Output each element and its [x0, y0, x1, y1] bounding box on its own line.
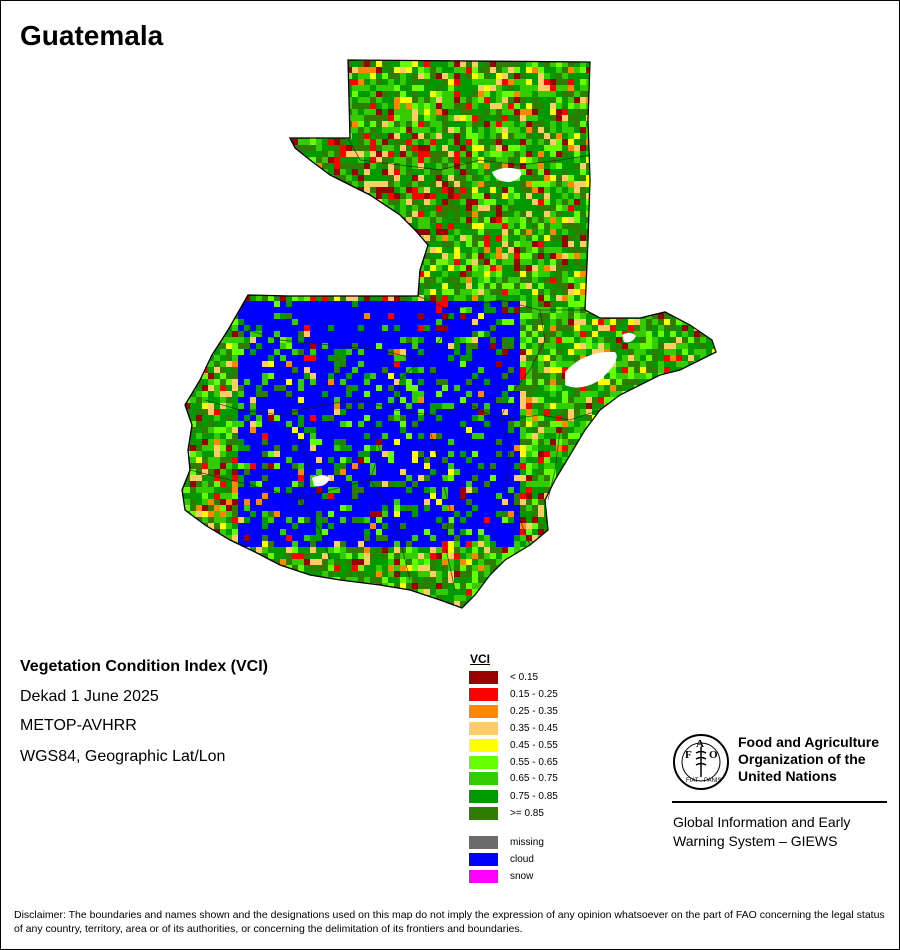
giews-label: Global Information and Early Warning Sys…	[673, 813, 850, 851]
fao-logo-letter-f: F	[685, 749, 692, 761]
legend-swatch	[469, 870, 498, 883]
legend-label: 0.65 - 0.75	[510, 773, 558, 784]
legend-swatch	[469, 688, 498, 701]
legend-label: cloud	[510, 854, 534, 865]
legend-item: 0.15 - 0.25	[469, 688, 558, 701]
map-title: Guatemala	[20, 20, 164, 51]
legend-label: 0.25 - 0.35	[510, 706, 558, 717]
giews-line: Warning System – GIEWS	[673, 833, 838, 849]
legend-swatch	[469, 722, 498, 735]
legend-swatch	[469, 671, 498, 684]
legend-item: 0.75 - 0.85	[469, 790, 558, 803]
projection-label: WGS84, Geographic Lat/Lon	[20, 748, 226, 765]
fao-logo-icon: F A O FIAT PANIS	[673, 734, 729, 790]
legend-label: 0.45 - 0.55	[510, 740, 558, 751]
legend-item: 0.55 - 0.65	[469, 756, 558, 769]
legend-swatch	[469, 772, 498, 785]
legend-item: 0.45 - 0.55	[469, 739, 558, 752]
legend-label: 0.35 - 0.45	[510, 723, 558, 734]
fao-name-line: United Nations	[738, 768, 837, 784]
legend-item: 0.65 - 0.75	[469, 772, 558, 785]
sensor-label: METOP-AVHRR	[20, 717, 137, 734]
legend-label: 0.75 - 0.85	[510, 791, 558, 802]
fao-logo-letter-a: A	[696, 738, 704, 750]
legend-item: 0.25 - 0.35	[469, 705, 558, 718]
legend-label: 0.15 - 0.25	[510, 689, 558, 700]
giews-line: Global Information and Early	[673, 814, 851, 830]
fao-name-line: Food and Agriculture	[738, 734, 880, 750]
legend-item: < 0.15	[469, 671, 538, 684]
period-label: Dekad 1 June 2025	[20, 688, 159, 705]
legend-swatch	[469, 790, 498, 803]
legend-swatch	[469, 807, 498, 820]
legend-swatch	[469, 853, 498, 866]
fao-logo-letter-o: O	[709, 749, 718, 761]
legend-item: snow	[469, 870, 533, 883]
legend-title: VCI	[470, 652, 491, 666]
legend-swatch	[469, 739, 498, 752]
disclaimer: Disclaimer: The boundaries and names sho…	[14, 909, 885, 935]
legend-label: missing	[510, 837, 544, 848]
legend-item: missing	[469, 836, 544, 849]
product-title: Vegetation Condition Index (VCI)	[20, 658, 268, 675]
legend-label: snow	[510, 871, 534, 882]
legend-item: >= 0.85	[469, 807, 544, 820]
legend-item: cloud	[469, 853, 534, 866]
divider	[672, 801, 887, 803]
vci-map	[181, 59, 717, 609]
fao-logo-motto-2: PANIS	[704, 778, 722, 784]
legend-item: 0.35 - 0.45	[469, 722, 558, 735]
fao-logo-motto-1: FIAT	[686, 778, 699, 784]
legend-swatch	[469, 756, 498, 769]
fao-name-line: Organization of the	[738, 751, 866, 767]
legend-label: >= 0.85	[510, 808, 544, 819]
legend-label: < 0.15	[510, 672, 539, 683]
legend-swatch	[469, 836, 498, 849]
legend-swatch	[469, 705, 498, 718]
fao-organization-name: Food and Agriculture Organization of the…	[738, 734, 879, 785]
legend-label: 0.55 - 0.65	[510, 757, 558, 768]
